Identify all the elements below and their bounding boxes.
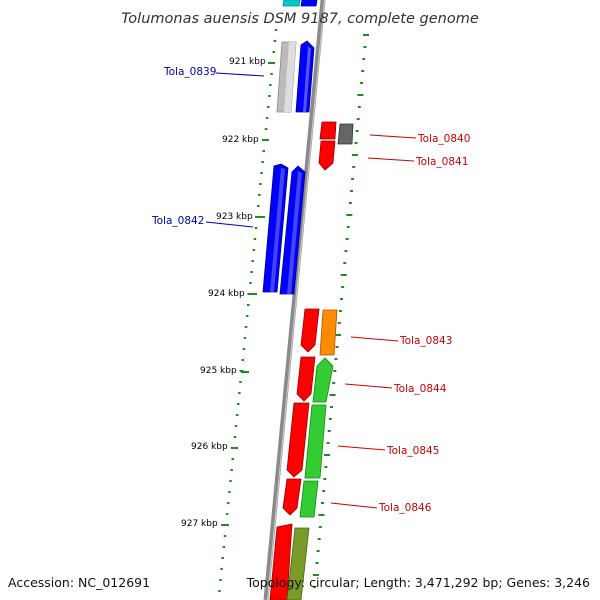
scale-label-921: 921 kbp [229, 57, 266, 67]
gene-red-0846 [282, 478, 302, 516]
gene-red-0845 [286, 402, 310, 478]
topology-summary: Topology: circular; Length: 3,471,292 bp… [246, 575, 590, 590]
gene-olive-bottom [286, 527, 310, 600]
gene-label-tola-0843: Tola_0843 [399, 335, 452, 347]
map-title: Tolumonas auensis DSM 9187, complete gen… [121, 11, 479, 27]
gene-tola-0841 [318, 140, 336, 171]
gene-blue-top [300, 0, 318, 7]
label-connectors [205, 72, 417, 509]
gene-tola-0840 [337, 123, 354, 145]
gc-track-left [218, 29, 278, 592]
gene-tola-0843 [319, 309, 338, 356]
gene-tola-0840-red [319, 121, 337, 140]
gene-label-tola-0846: Tola_0846 [378, 502, 432, 514]
gene-label-tola-0845: Tola_0845 [386, 445, 439, 457]
gene-red-bottom [269, 523, 293, 600]
scale-label-924: 924 kbp [208, 289, 245, 299]
accession-text: Accession: NC_012691 [8, 575, 150, 590]
gene-label-tola-0839: Tola_0839 [163, 66, 216, 78]
gene-red-0843 [300, 308, 320, 353]
gene-cyan-top [282, 0, 301, 7]
gene-label-tola-0842: Tola_0842 [151, 215, 204, 227]
gene-red-0844 [296, 356, 316, 402]
gene-tola-0844 [312, 357, 334, 403]
gene-tola-0846 [299, 480, 319, 518]
gene-tola-0845 [304, 404, 327, 479]
scale-label-922: 922 kbp [222, 135, 259, 145]
gene-label-tola-0841: Tola_0841 [415, 156, 468, 168]
scale-label-926: 926 kbp [191, 442, 228, 452]
scale-label-925: 925 kbp [200, 366, 237, 376]
gene-gray-0839b [284, 42, 296, 112]
scale-label-927: 927 kbp [181, 519, 218, 529]
scale-label-923: 923 kbp [216, 212, 253, 222]
gene-label-tola-0840: Tola_0840 [417, 133, 470, 145]
gc-track-right [312, 34, 369, 588]
genome-backbone [263, 0, 326, 600]
scale-ticks [221, 62, 275, 526]
gene-label-tola-0844: Tola_0844 [393, 383, 447, 395]
